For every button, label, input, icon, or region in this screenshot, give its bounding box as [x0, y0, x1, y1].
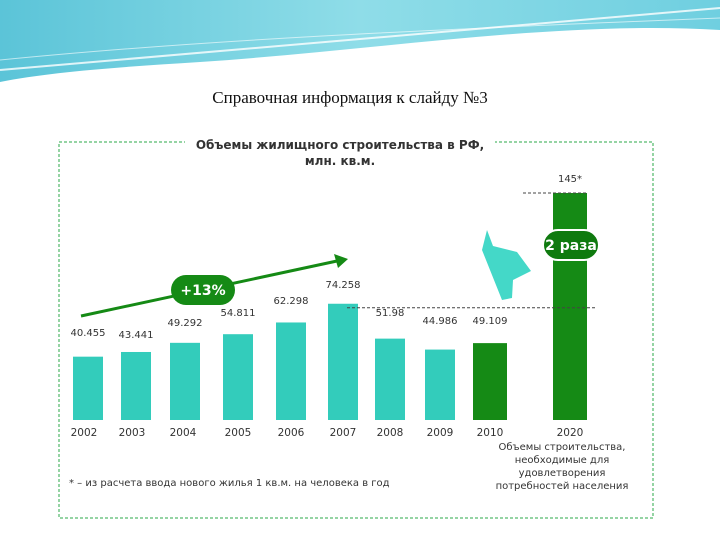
chart-title-line1: Объемы жилищного строительства в РФ, — [196, 138, 484, 152]
note-2020-line-3: удовлетворения — [519, 468, 606, 479]
bar-2003 — [121, 351, 151, 420]
value-labels-group: 40.455 43.441 49.292 54.811 62.298 74.258 51.9… — [71, 174, 583, 341]
value-label-2008: 51.98 — [376, 308, 405, 319]
value-label-2009: 44.986 — [423, 316, 458, 327]
bar-chart: Объемы жилищного строительства в РФ, млн… — [58, 134, 654, 519]
slide-title: Справочная информация к слайду №3 — [212, 88, 488, 107]
ratio-badge-shape — [542, 229, 600, 261]
x-tick-2003: 2003 — [119, 427, 146, 439]
bar-2007 — [328, 303, 358, 420]
bar-2020 — [553, 193, 587, 420]
value-label-2010: 49.109 — [473, 316, 508, 327]
note-2020-line-1: Объемы строительства, — [499, 442, 626, 453]
x-tick-2009: 2009 — [427, 427, 454, 439]
chart-title-line2: млн. кв.м. — [305, 154, 375, 168]
x-tick-labels-group: 2002 2003 2004 2005 2006 2007 2008 2009 2010 2020 — [71, 427, 584, 439]
x-tick-2020: 2020 — [557, 427, 584, 439]
value-label-2007: 74.258 — [326, 280, 361, 291]
bar-2008 — [375, 338, 405, 420]
footnote: * – из расчета ввода нового жилья 1 кв.м… — [69, 478, 390, 489]
background-swoosh — [0, 0, 720, 82]
growth-badge-shape — [171, 275, 235, 305]
bar-2005 — [223, 334, 253, 420]
value-label-2003: 43.441 — [119, 330, 154, 341]
x-tick-2008: 2008 — [377, 427, 404, 439]
x-tick-2007: 2007 — [330, 427, 357, 439]
bar-2010 — [473, 343, 507, 420]
x-tick-2005: 2005 — [225, 427, 252, 439]
title-backdrop — [185, 134, 495, 170]
category-note-2020: Объемы строительства, необходимые для удов… — [496, 442, 629, 492]
bars-group — [73, 192, 597, 420]
doubling-arrow-icon — [482, 230, 531, 300]
note-2020-line-4: потребностей населения — [496, 481, 629, 492]
bar-2002 — [73, 356, 103, 420]
growth-arrow-head-icon — [334, 254, 348, 268]
value-label-2005: 54.811 — [221, 308, 256, 319]
value-label-2006: 62.298 — [274, 296, 309, 307]
bar-2006 — [276, 322, 306, 420]
note-2020-line-2: необходимые для — [515, 455, 610, 466]
bar-2009 — [425, 349, 455, 420]
chart-container: Объемы жилищного строительства в РФ, млн… — [57, 128, 657, 520]
ratio-badge: 2 раза — [545, 238, 597, 254]
x-tick-2006: 2006 — [278, 427, 305, 439]
x-tick-2002: 2002 — [71, 427, 98, 439]
bar-2004 — [170, 342, 200, 420]
x-tick-2004: 2004 — [170, 427, 197, 439]
growth-badge: +13% — [180, 283, 225, 299]
value-label-2004: 49.292 — [168, 318, 203, 329]
value-label-2020: 145* — [558, 174, 582, 185]
value-label-2002: 40.455 — [71, 328, 106, 339]
x-tick-2010: 2010 — [477, 427, 504, 439]
